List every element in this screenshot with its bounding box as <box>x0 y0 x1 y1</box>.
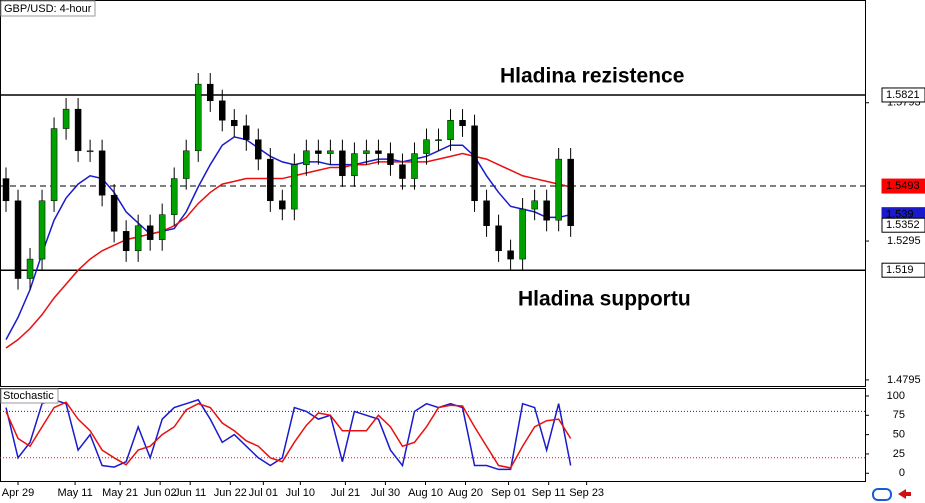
candle-body <box>231 119 238 127</box>
candle-body <box>255 139 262 160</box>
y-tick-label: 100 <box>887 390 905 402</box>
x-tick-label: May 11 <box>57 487 92 499</box>
y-tick-label: 1.4795 <box>887 374 921 386</box>
x-tick-label: Jun 11 <box>174 487 206 499</box>
candle-body <box>339 150 346 177</box>
stochastic-panel <box>0 388 866 482</box>
price-label: 1.5493 <box>886 180 920 192</box>
candle-body <box>291 164 298 210</box>
x-tick-label: Sep 23 <box>569 487 604 499</box>
candle-body <box>206 83 214 102</box>
candle-body <box>435 139 442 141</box>
x-tick-label: Jul 01 <box>249 487 278 499</box>
y-tick-label: 1.5295 <box>887 235 921 247</box>
chart-title: GBP/USD: 4-hour <box>4 3 92 15</box>
stochastic-line <box>5 398 572 471</box>
candle-body <box>170 178 178 215</box>
price-label: 1.519 <box>886 264 914 276</box>
y-tick-label: 0 <box>899 467 905 479</box>
candle-body <box>14 200 22 279</box>
candle-body <box>303 150 310 165</box>
candle-body <box>194 83 202 152</box>
candle-body <box>279 200 286 210</box>
x-tick-label: Jul 21 <box>331 487 360 499</box>
candle-body <box>158 214 166 240</box>
candle-body <box>351 153 358 177</box>
candle-body <box>519 208 526 260</box>
y-tick-label: 25 <box>893 448 905 460</box>
candle-body <box>327 150 334 154</box>
annotation: Hladina supportu <box>518 288 691 311</box>
price-label: 1.5821 <box>886 89 920 101</box>
main-panel <box>0 0 866 387</box>
title-box <box>0 0 96 17</box>
candle-body <box>447 119 454 140</box>
toolbar-icons[interactable] <box>872 488 911 501</box>
x-tick-label: Sep 11 <box>532 487 566 499</box>
candle-body <box>375 150 382 154</box>
stochastic-title: Stochastic <box>3 390 54 402</box>
x-tick-label: Aug 10 <box>408 487 443 499</box>
candle-body <box>315 150 322 154</box>
candle-body <box>182 150 190 179</box>
candle-body <box>26 258 34 279</box>
candle-body <box>219 100 226 121</box>
candle-body <box>267 158 274 202</box>
price-label-box <box>881 87 925 103</box>
price-label-box <box>881 217 925 233</box>
candle-body <box>507 250 514 260</box>
x-tick-label: Aug 20 <box>448 487 483 499</box>
candle-body <box>86 150 94 153</box>
arrow-icon[interactable] <box>898 489 911 499</box>
x-tick-label: Apr 29 <box>2 487 34 499</box>
annotation: Hladina rezistence <box>500 65 684 88</box>
candle-body <box>98 150 106 196</box>
link-icon[interactable] <box>872 488 892 501</box>
stochastic-line <box>5 401 572 469</box>
price-label: 1.5352 <box>886 219 920 231</box>
moving-average <box>5 152 571 349</box>
y-tick-label: 75 <box>893 409 905 421</box>
y-tick-label: 50 <box>893 429 905 441</box>
candle-body <box>555 158 562 221</box>
candle-body <box>471 125 478 202</box>
price-label-box <box>881 178 925 194</box>
price-label-box <box>881 262 925 278</box>
stochastic-title-box <box>0 388 59 404</box>
moving-average <box>5 136 571 340</box>
candle-body <box>146 225 154 240</box>
candle-body <box>2 178 10 202</box>
candle-body <box>50 128 58 202</box>
candle-body <box>243 125 250 140</box>
x-tick-label: Jul 30 <box>371 487 400 499</box>
x-tick-label: Jun 02 <box>144 487 177 499</box>
candle-body <box>363 150 370 154</box>
candle-body <box>38 200 46 260</box>
candle-body <box>531 200 538 210</box>
candle-body <box>74 108 82 152</box>
candle-body <box>399 164 406 179</box>
x-tick-label: Jun 22 <box>214 487 247 499</box>
candle-body <box>411 153 418 179</box>
candle-body <box>387 153 394 165</box>
candle-body <box>134 225 142 252</box>
candle-body <box>567 158 574 227</box>
x-tick-label: Sep 01 <box>491 487 526 499</box>
candle-body <box>423 139 430 154</box>
price-label: 1.539 <box>886 209 914 221</box>
candle-body <box>62 108 70 129</box>
x-tick-label: Jul 10 <box>286 487 315 499</box>
candle-body <box>543 200 550 221</box>
candle-body <box>483 200 490 227</box>
candle-body <box>495 225 502 252</box>
candle-body <box>459 119 466 127</box>
candle-body <box>122 231 130 252</box>
x-tick-label: May 21 <box>102 487 138 499</box>
candle-body <box>110 194 118 232</box>
